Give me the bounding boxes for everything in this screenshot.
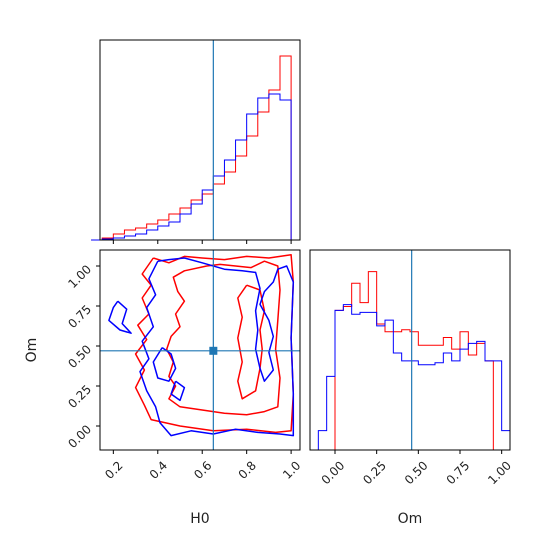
joint-truth-marker: [209, 346, 218, 355]
joint-panel: 0.2 0.4 0.6 0.8 1.0 0.000.250.500.751.00 H0 …: [24, 249, 303, 527]
contour-blue-4: [108, 300, 132, 334]
joint-xlabel: H0: [190, 511, 209, 527]
contour-red-0: [134, 254, 295, 434]
joint-ytick-label-2: 0.50: [65, 342, 94, 371]
joint-ytick-label-0: 0.00: [65, 422, 94, 451]
om-xtick-label-4: 1.00: [485, 458, 514, 487]
contour-red-2: [237, 284, 266, 400]
histogram-step-blue: [91, 93, 292, 241]
om-xtick-label-1: 0.25: [360, 458, 389, 487]
joint-xtick-label-0: 0.2: [102, 458, 125, 481]
contour-blue-6: [170, 380, 186, 402]
contour-blue-3: [139, 257, 295, 437]
joint-ylabel: Om: [24, 338, 40, 363]
joint-xtick-label-4: 1.0: [280, 458, 303, 481]
h0-marginal-frame: [99, 39, 301, 241]
om-xtick-label-2: 0.50: [402, 458, 431, 487]
h0-marginal-xticks: [112, 240, 292, 244]
h0-histograms: [91, 55, 292, 241]
joint-ytick-label-3: 0.75: [65, 302, 94, 331]
om-marginal-panel: 0.00 0.25 0.50 0.75 1.00 Om: [309, 249, 514, 527]
joint-xtick-label-2: 0.6: [191, 458, 214, 481]
om-xtick-label-0: 0.00: [319, 458, 348, 487]
om-xtick-label-3: 0.75: [444, 458, 473, 487]
om-xlabel: Om: [398, 511, 423, 527]
histogram-step-blue: [317, 304, 511, 450]
joint-frame: [99, 249, 301, 451]
joint-contours: [108, 254, 295, 437]
om-marginal-frame: [309, 249, 511, 451]
joint-xtick-label-1: 0.4: [147, 458, 170, 481]
om-xticks: 0.00 0.25 0.50 0.75 1.00: [319, 450, 514, 487]
joint-ytick-label-4: 1.00: [65, 262, 94, 291]
h0-marginal-panel: [91, 39, 301, 244]
contour-blue-5: [152, 346, 177, 382]
joint-xtick-label-3: 0.8: [236, 458, 259, 481]
om-histograms: [317, 271, 511, 451]
joint-xticks: 0.2 0.4 0.6 0.8 1.0: [102, 450, 303, 482]
joint-ytick-label-1: 0.25: [65, 382, 94, 411]
histogram-step-red: [318, 271, 510, 451]
contour-red-1: [165, 260, 281, 416]
joint-yticks: 0.00 0.25 0.50 0.75 1.00: [65, 262, 100, 451]
